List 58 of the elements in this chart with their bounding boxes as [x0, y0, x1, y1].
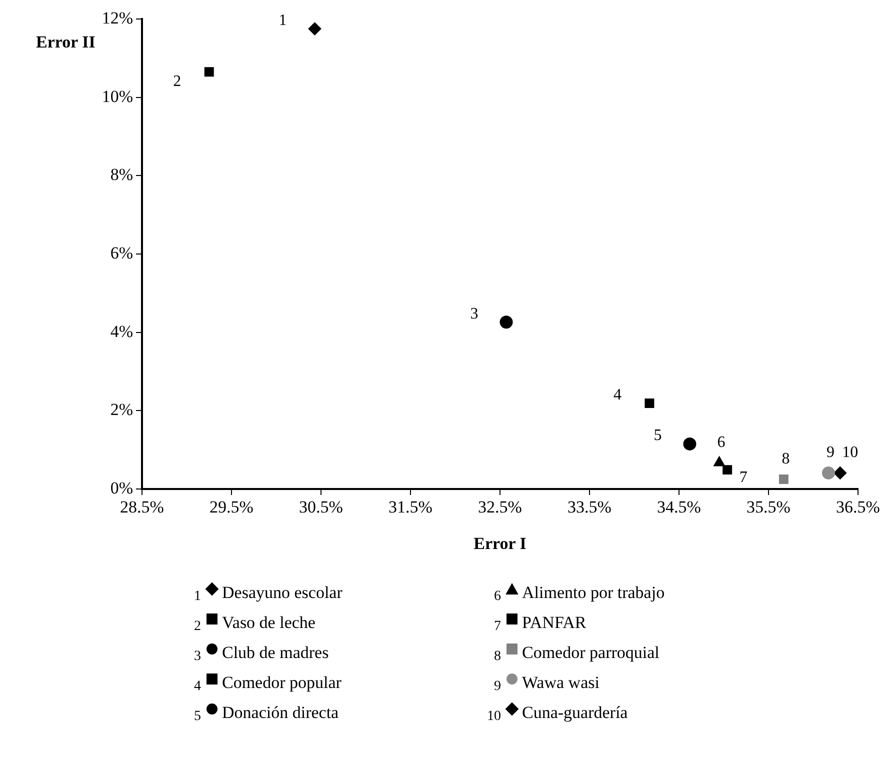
point	[500, 316, 513, 329]
point	[778, 474, 788, 484]
annotation: 5	[654, 427, 662, 444]
x-tick-label: 28.5%	[120, 498, 164, 517]
legend-label: Vaso de leche	[222, 613, 316, 633]
point	[834, 466, 847, 480]
text: 9	[494, 679, 501, 694]
x-axis-title: Error I	[474, 534, 527, 554]
annotation: 10	[842, 444, 858, 462]
annotation: 6	[717, 434, 726, 451]
annotation: 3	[470, 305, 478, 322]
text: 2	[194, 619, 201, 634]
text: 10	[487, 709, 501, 724]
legend-label: Comedor parroquial	[522, 643, 660, 663]
text: 6	[494, 589, 501, 604]
annotation: 4	[613, 386, 622, 404]
text: 7	[494, 619, 501, 634]
legend-label: Cuna-guardería	[522, 703, 628, 723]
x-tick-label: 34.5%	[657, 498, 701, 517]
point	[722, 465, 732, 475]
y-tick-label: 10%	[102, 86, 133, 106]
point	[683, 437, 696, 450]
legend-label: Desayuno escolar	[222, 583, 342, 603]
y-tick-label: 2%	[110, 400, 133, 420]
text: 4	[194, 679, 201, 694]
annotation: 2	[173, 73, 182, 90]
legend-label: Comedor popular	[222, 673, 342, 693]
x-tick-label: 33.5%	[568, 498, 612, 517]
annotation: 1	[278, 12, 287, 29]
text: 8	[494, 649, 501, 664]
legend-label: PANFAR	[522, 613, 586, 633]
y-tick-label: 4%	[110, 322, 133, 341]
y-axis-title: Error II	[36, 32, 96, 52]
point	[644, 398, 654, 408]
x-tick-label: 35.5%	[746, 498, 790, 517]
annotation: 7	[739, 469, 748, 486]
annotation: 8	[782, 450, 790, 468]
point	[204, 67, 214, 77]
point	[822, 466, 835, 480]
text: 3	[194, 649, 201, 664]
legend-label: Wawa wasi	[522, 673, 600, 693]
text: 5	[194, 709, 201, 724]
text: 1	[194, 589, 201, 604]
x-tick-label: 32.5%	[478, 498, 522, 517]
y-tick-label: 6%	[110, 243, 133, 262]
x-tick-label: 30.5%	[299, 498, 343, 517]
legend-label: Club de madres	[222, 643, 329, 663]
x-tick-label: 31.5%	[388, 498, 432, 517]
y-tick-label: 0%	[110, 478, 133, 498]
legend-label: Alimento por trabajo	[522, 583, 665, 603]
y-tick-label: 12%	[102, 8, 133, 28]
legend-label: Donación directa	[222, 703, 339, 723]
point	[308, 22, 322, 36]
x-tick-label: 29.5%	[210, 498, 254, 517]
y-tick-label: 8%	[110, 165, 133, 184]
point	[714, 456, 725, 466]
annotation: 9	[826, 444, 834, 462]
x-tick-label: 36.5%	[836, 498, 880, 517]
